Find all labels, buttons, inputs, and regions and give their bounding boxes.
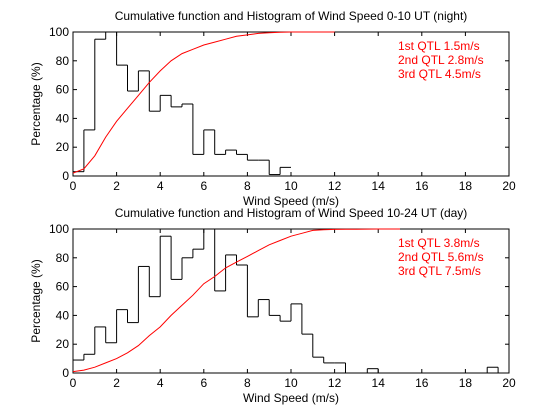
x-tick-label: 10 xyxy=(284,179,298,193)
y-tick-label: 20 xyxy=(56,337,70,351)
x-tick-label: 6 xyxy=(200,179,207,193)
y-tick-label: 0 xyxy=(62,366,69,380)
x-tick-label: 14 xyxy=(372,376,386,390)
y-tick-label: 40 xyxy=(56,111,70,125)
x-tick-label: 16 xyxy=(415,376,429,390)
cumulative-curve xyxy=(72,228,400,373)
plot-frame xyxy=(72,228,510,374)
x-tick-label: 12 xyxy=(328,376,342,390)
x-tick-label: 16 xyxy=(415,179,429,193)
y-tick-label: 80 xyxy=(56,251,70,265)
plot-frame xyxy=(72,31,510,177)
quartile-annotation: 2nd QTL 2.8m/s xyxy=(398,53,484,67)
x-tick-label: 4 xyxy=(157,376,164,390)
quartile-annotation: 3rd QTL 4.5m/s xyxy=(398,67,481,81)
x-tick-label: 2 xyxy=(113,376,120,390)
x-tick-label: 18 xyxy=(459,179,473,193)
x-axis-label: Wind Speed (m/s) xyxy=(243,194,339,208)
x-tick-label: 12 xyxy=(328,179,342,193)
chart-day: Cumulative function and Histogram of Win… xyxy=(29,206,516,405)
x-tick-label: 14 xyxy=(372,179,386,193)
chart-title: Cumulative function and Histogram of Win… xyxy=(115,206,468,220)
x-tick-label: 6 xyxy=(200,376,207,390)
x-axis-label: Wind Speed (m/s) xyxy=(243,391,339,405)
y-tick-label: 100 xyxy=(49,25,69,39)
x-tick-label: 8 xyxy=(244,376,251,390)
histogram-series xyxy=(73,228,509,374)
quartile-annotation: 3rd QTL 7.5m/s xyxy=(398,264,481,278)
y-tick-label: 20 xyxy=(56,140,70,154)
x-tick-label: 20 xyxy=(502,376,516,390)
histogram-series xyxy=(73,31,291,176)
y-axis-label: Percentage (%) xyxy=(29,62,43,145)
quartile-annotation: 1st QTL 1.5m/s xyxy=(398,39,480,53)
x-tick-label: 20 xyxy=(502,179,516,193)
chart-title: Cumulative function and Histogram of Win… xyxy=(115,9,468,23)
y-axis-label: Percentage (%) xyxy=(29,259,43,342)
cumulative-curve xyxy=(72,31,335,174)
y-tick-label: 40 xyxy=(56,308,70,322)
x-tick-label: 18 xyxy=(459,376,473,390)
y-tick-label: 60 xyxy=(56,83,70,97)
x-tick-label: 0 xyxy=(70,376,77,390)
y-tick-label: 100 xyxy=(49,222,69,236)
chart-night: Cumulative function and Histogram of Win… xyxy=(29,9,516,208)
y-tick-label: 80 xyxy=(56,54,70,68)
x-tick-label: 8 xyxy=(244,179,251,193)
x-tick-label: 10 xyxy=(284,376,298,390)
x-tick-label: 0 xyxy=(70,179,77,193)
quartile-annotation: 2nd QTL 5.6m/s xyxy=(398,250,484,264)
x-tick-label: 2 xyxy=(113,179,120,193)
y-tick-label: 60 xyxy=(56,280,70,294)
x-tick-label: 4 xyxy=(157,179,164,193)
quartile-annotation: 1st QTL 3.8m/s xyxy=(398,236,480,250)
y-tick-label: 0 xyxy=(62,169,69,183)
